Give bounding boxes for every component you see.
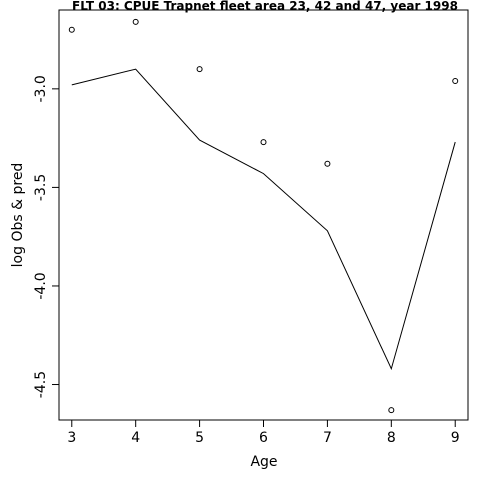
x-tick-label: 8 (387, 430, 396, 446)
y-axis-label: log Obs & pred (10, 163, 26, 268)
x-axis-label: Age (250, 454, 277, 470)
predicted-line-series (71, 68, 456, 371)
y-tick-label: -4.0 (33, 272, 49, 299)
observed-point (260, 139, 267, 146)
observed-point (388, 407, 395, 414)
x-tick-label: 4 (131, 430, 140, 446)
observed-point (324, 160, 331, 167)
y-axis: -3.0 -3.5 -4.0 -4.5 (33, 75, 60, 398)
x-axis: 3 4 5 6 7 8 9 (67, 419, 460, 446)
observed-point (196, 66, 203, 73)
x-tick-label: 6 (259, 430, 268, 446)
observed-points-series (68, 18, 459, 414)
observed-point (68, 26, 75, 33)
y-tick-label: -3.5 (33, 174, 49, 201)
observed-point (452, 77, 459, 84)
x-tick-label: 7 (323, 430, 332, 446)
x-tick-label: 9 (451, 430, 460, 446)
y-tick-label: -3.0 (33, 75, 49, 102)
chart-title: FLT 03: CPUE Trapnet fleet area 23, 42 a… (72, 0, 458, 13)
y-tick-label: -4.5 (33, 371, 49, 398)
predicted-line (71, 68, 456, 371)
x-tick-label: 3 (67, 430, 76, 446)
x-tick-label: 5 (195, 430, 204, 446)
observed-point (132, 18, 139, 25)
